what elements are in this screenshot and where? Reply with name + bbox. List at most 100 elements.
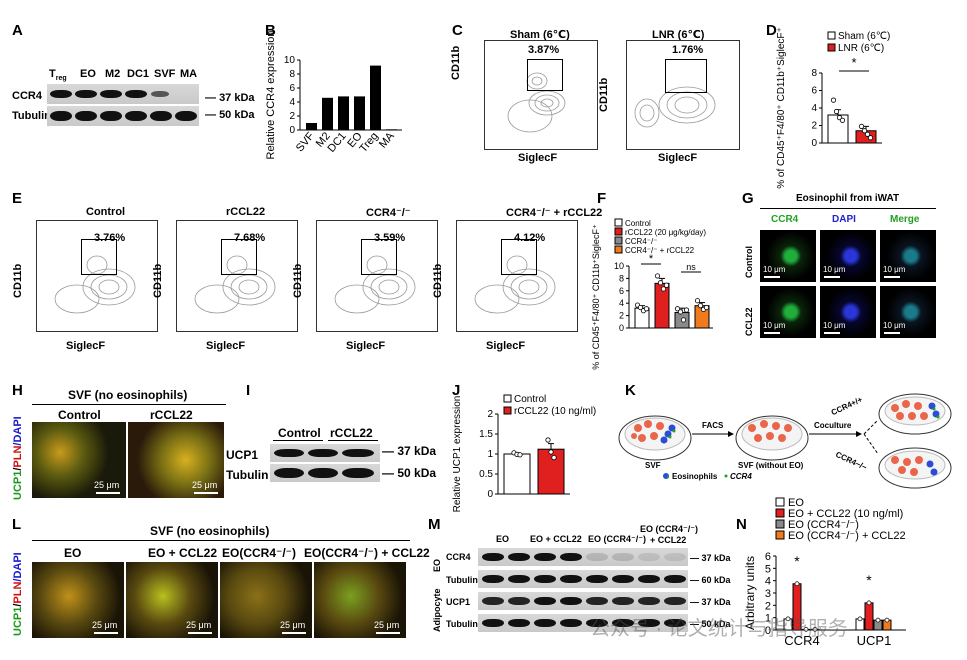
chart-f-ytick-label: 8 xyxy=(619,273,624,283)
g-scale-label: 10 μm xyxy=(823,321,846,330)
h-col-rccl22: rCCL22 xyxy=(150,408,193,422)
panel-label-g: G xyxy=(742,190,754,207)
flow-plot-lnr xyxy=(626,40,740,150)
n-point xyxy=(866,600,872,606)
panel-label-e: E xyxy=(12,190,23,207)
n-ylabel: Arbitrary units xyxy=(743,556,757,630)
flow-xlabel-c1: SiglecF xyxy=(518,152,558,164)
e-flow-plot xyxy=(176,220,298,332)
k-label-ccr4pp: CCR4+/+ xyxy=(830,395,864,417)
panel-label-i: I xyxy=(246,382,251,399)
chart-f-legend-label: CCR4⁻/⁻ xyxy=(625,237,657,246)
g-col-merge: Merge xyxy=(890,214,920,225)
k-label-coculture: Coculture xyxy=(814,421,852,430)
chart-d: 0 2 4 6 8 Sham (6℃)LNR (6℃) % of CD45⁺F4/80⁺ C… xyxy=(776,27,890,189)
i-row-tubulin: Tubulin xyxy=(226,468,269,482)
kda-marker-a-50: — 50 kDa xyxy=(205,109,255,121)
chart-d-point xyxy=(839,117,846,123)
h-col-control: Control xyxy=(58,408,101,422)
e-ylabel: CD11b xyxy=(12,263,24,298)
l-side-label: UCP1/PLN/DAPI xyxy=(12,552,24,636)
western-blot-tubulin-a xyxy=(47,106,199,126)
chart-j-point xyxy=(548,449,554,455)
i-group-control: Control xyxy=(278,426,321,440)
m-row-tubulin-1: Tubulin xyxy=(446,575,478,585)
chart-j-bar xyxy=(503,453,531,495)
chart-d-ytick-label: 4 xyxy=(811,103,817,114)
panel-label-l: L xyxy=(12,516,22,533)
e-flow-plot xyxy=(316,220,438,332)
e-title: CCR4⁻/⁻ xyxy=(366,207,411,219)
l-col-title: EO + CCL22 xyxy=(148,546,218,560)
chart-f-ytick-label: 0 xyxy=(619,323,624,333)
k-schematic: SVF FACS SVF (without EO) Coculture CCR4… xyxy=(618,393,952,489)
chart-d-point xyxy=(861,128,868,134)
n-point xyxy=(884,617,890,623)
g-scale-label: 10 μm xyxy=(823,265,846,274)
i-group-rccl22: rCCL22 xyxy=(330,426,373,440)
chart-j-ytick-label: 2 xyxy=(487,409,493,420)
chart-j-point xyxy=(517,452,523,458)
chart-f-ytick-label: 2 xyxy=(619,311,624,321)
chart-f-legend-swatch xyxy=(614,236,623,245)
g-micrograph: 10 μm xyxy=(760,230,816,282)
panel-label-k: K xyxy=(625,382,636,399)
chart-j-ytick-label: 0 xyxy=(487,489,493,500)
k-label-facs: FACS xyxy=(702,421,724,430)
chart-f-point xyxy=(677,309,684,315)
chart-j-legend-label: rCCL22 (10 ng/ml) xyxy=(514,406,596,417)
n-sig-star: * xyxy=(794,553,800,569)
chart-f-legend-label: rCCL22 (20 μg/kg/day) xyxy=(625,228,706,237)
flow-pct-lnr: 1.76% xyxy=(672,44,704,56)
n-legend-swatch xyxy=(775,530,785,540)
m-blot-row xyxy=(478,570,688,588)
chart-d-point xyxy=(864,131,871,137)
chart-f-legend-swatch xyxy=(614,227,623,236)
chart-j-bar xyxy=(537,448,565,495)
m-lane-eo-ccl22: EO + CCL22 xyxy=(530,534,582,544)
m-group-adipocyte: Adipocyte xyxy=(432,588,442,632)
k-label-svf: SVF xyxy=(645,461,661,470)
lane-label-ma: MA xyxy=(180,68,198,80)
row-label-ccr4: CCR4 xyxy=(12,90,42,102)
n-ytick-label: 3 xyxy=(765,588,771,600)
chart-f-legend-label: Control xyxy=(625,219,651,228)
chart-f-point xyxy=(660,286,667,292)
kda-marker-a-37: — 37 kDa xyxy=(205,92,255,104)
m-blot-row xyxy=(478,548,688,566)
g-title: Eosinophil from iWAT xyxy=(796,193,900,204)
panel-label-n: N xyxy=(736,516,747,533)
panel-label-j: J xyxy=(452,382,461,399)
i-kda-37: — 37 kDa xyxy=(382,444,437,458)
e-xlabel: SiglecF xyxy=(66,340,106,352)
e-flow-pct: 7.68% xyxy=(234,232,266,244)
m-lane-eo-ccr4-ccl22: + CCL22 xyxy=(650,535,687,545)
g-scale-label: 10 μm xyxy=(763,321,786,330)
chart-f-legend-swatch xyxy=(614,245,623,254)
b-bar xyxy=(354,96,365,130)
n-point xyxy=(857,616,863,622)
h-title: SVF (no eosinophils) xyxy=(68,388,188,402)
m-lane-eo-ccr4-b: EO (CCR4⁻/⁻) xyxy=(640,524,699,534)
chart-f-point xyxy=(663,282,670,288)
k-label-ccr4mm: CCR4−/− xyxy=(834,450,868,472)
i-row-ucp1: UCP1 xyxy=(226,448,259,462)
e-ylabel: CD11b xyxy=(152,263,164,298)
chart-f-ylabel: % of CD45⁺F4/80⁺ CD11b⁺SiglecF⁺ xyxy=(591,224,601,370)
b-ytick-label: 8 xyxy=(289,69,295,80)
l-scale-label: 25 μm xyxy=(374,620,400,630)
g-scale-label: 10 μm xyxy=(763,265,786,274)
b-bar xyxy=(338,96,349,130)
chart-d-legend-swatch xyxy=(827,31,836,40)
n-sig-star: * xyxy=(866,572,872,588)
chart-j-ytick-label: 1.5 xyxy=(479,429,493,440)
chart-d-ytick-label: 8 xyxy=(811,68,817,79)
m-blot-row xyxy=(478,592,688,610)
n-ytick-label: 6 xyxy=(765,551,771,563)
l-col-title: EO(CCR4⁻/⁻) + CCL22 xyxy=(304,546,430,560)
lane-label-dc1: DC1 xyxy=(127,68,150,80)
k-dish-ccr4pp xyxy=(878,393,952,435)
panel-label-b: B xyxy=(265,22,276,39)
h-micrograph-control: 25 μm xyxy=(32,422,126,498)
n-ytick-label: 1 xyxy=(765,613,771,625)
